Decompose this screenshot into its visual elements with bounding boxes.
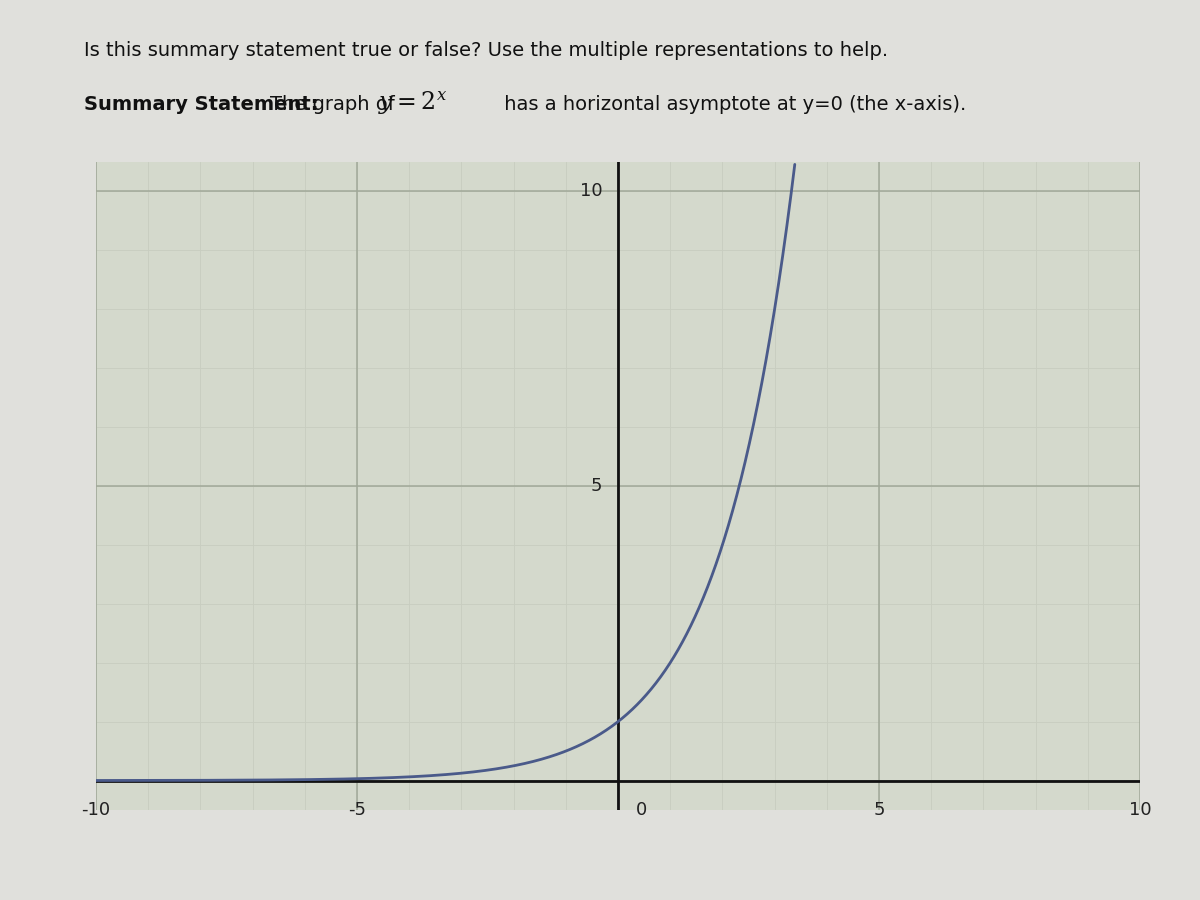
Text: -5: -5 — [348, 801, 366, 819]
Text: has a horizontal asymptote at y=0 (the x-axis).: has a horizontal asymptote at y=0 (the x… — [498, 94, 966, 113]
Text: $y = 2^x$: $y = 2^x$ — [378, 90, 448, 117]
Text: -10: -10 — [82, 801, 110, 819]
Text: Summary Statement:: Summary Statement: — [84, 94, 318, 113]
Text: 0: 0 — [636, 801, 648, 819]
Text: The graph of: The graph of — [270, 94, 401, 113]
Text: Is this summary statement true or false? Use the multiple representations to hel: Is this summary statement true or false?… — [84, 40, 888, 59]
Text: 10: 10 — [1129, 801, 1151, 819]
Text: 5: 5 — [874, 801, 884, 819]
Text: 10: 10 — [580, 183, 602, 201]
Text: 5: 5 — [590, 477, 602, 495]
